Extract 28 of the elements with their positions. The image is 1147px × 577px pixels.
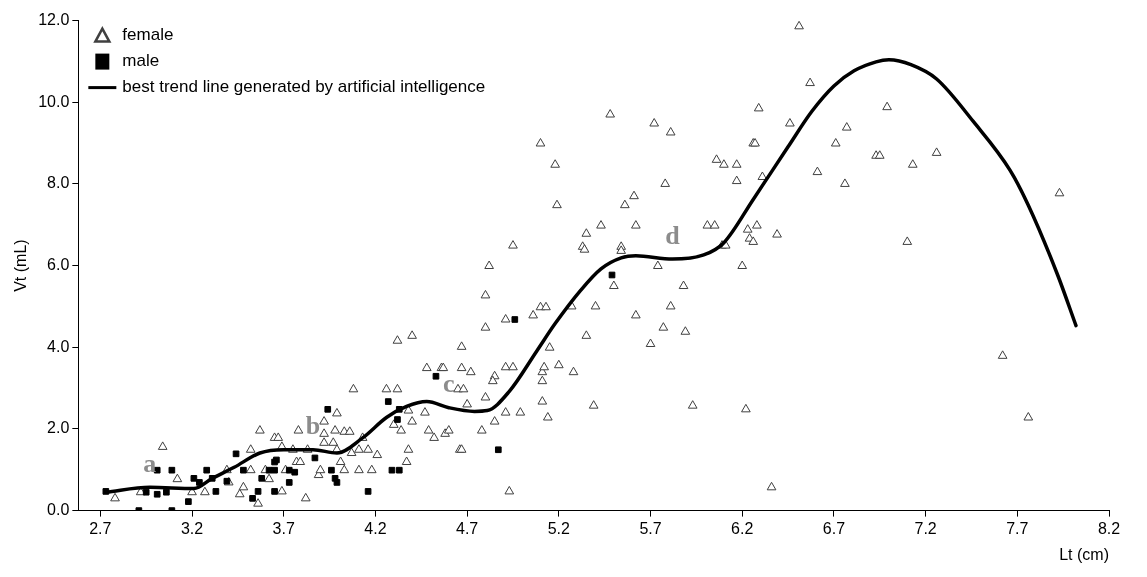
- legend-label: male: [122, 51, 160, 71]
- y-axis-title: Vt (mL): [12, 239, 30, 292]
- annotation: b: [305, 411, 321, 441]
- x-tick-label: 2.7: [89, 519, 112, 537]
- x-tick-label: 7.7: [1006, 519, 1029, 537]
- x-tick-label: 4.7: [456, 519, 479, 537]
- x-tick-label: 3.2: [180, 519, 204, 537]
- x-tick-label: 6.2: [731, 519, 754, 537]
- y-tick-label: 10.0: [38, 92, 70, 110]
- y-tick-label: 4.0: [47, 337, 70, 355]
- x-tick-label: 5.2: [547, 519, 571, 537]
- y-tick-label: 12.0: [38, 11, 70, 29]
- legend-label: female: [122, 25, 174, 45]
- x-tick-label: 4.2: [364, 519, 387, 537]
- y-tick-label: 6.0: [47, 256, 70, 274]
- x-tick-label: 6.7: [822, 519, 846, 537]
- annotation: a: [143, 449, 157, 479]
- x-tick-label: 5.7: [639, 519, 662, 537]
- annotation: d: [665, 220, 681, 250]
- x-tick-label: 3.7: [272, 519, 295, 537]
- x-tick-label: 8.2: [1097, 519, 1121, 537]
- x-tick-label: 7.2: [914, 519, 937, 537]
- legend-label: best trend line generated by artificial intelligence: [122, 77, 486, 97]
- annotation: c: [443, 369, 455, 399]
- y-tick-label: 8.0: [47, 174, 70, 192]
- y-tick-label: 0.0: [47, 501, 70, 519]
- y-tick-label: 2.0: [47, 419, 70, 437]
- x-axis-title: Lt (cm): [1059, 545, 1109, 563]
